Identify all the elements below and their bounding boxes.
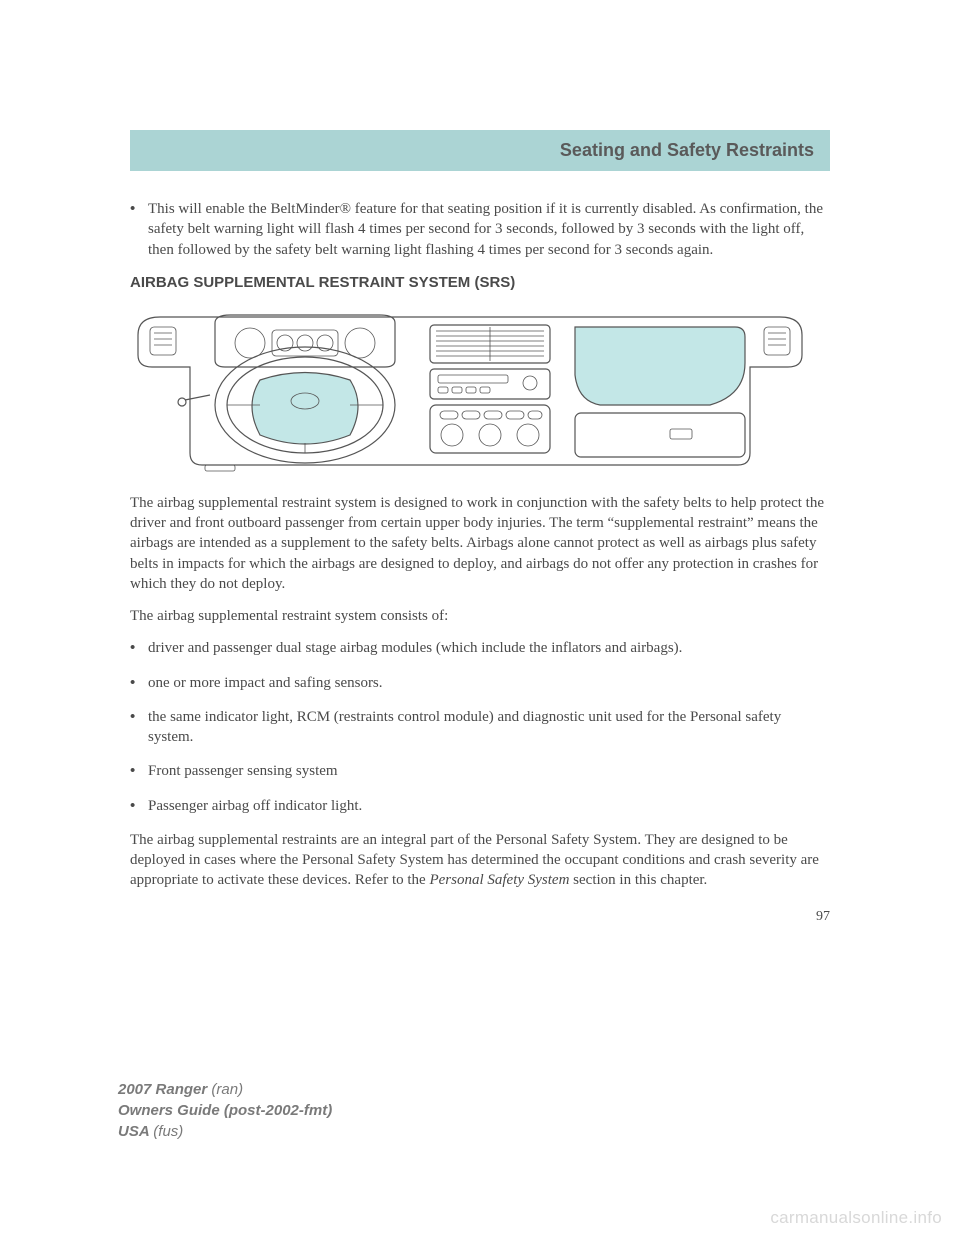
bullet-marker: • — [130, 199, 148, 260]
section-header-bar: Seating and Safety Restraints — [130, 130, 830, 171]
paragraph-consists-of: The airbag supplemental restraint system… — [130, 606, 830, 626]
paragraph-personal-safety: The airbag supplemental restraints are a… — [130, 830, 830, 891]
intro-bullet: • This will enable the BeltMinder® featu… — [130, 199, 830, 260]
para3-post: section in this chapter. — [569, 872, 707, 888]
bullet-text: one or more impact and safing sensors. — [148, 673, 830, 693]
list-item: • Passenger airbag off indicator light. — [130, 796, 830, 816]
dashboard-svg — [130, 305, 810, 475]
bullet-marker: • — [130, 707, 148, 748]
footer-line-3: USA (fus) — [118, 1121, 332, 1142]
list-item: • the same indicator light, RCM (restrai… — [130, 707, 830, 748]
driver-airbag-highlight — [252, 372, 358, 444]
para3-italic: Personal Safety System — [429, 872, 569, 888]
bullet-marker: • — [130, 673, 148, 693]
bullet-text: Front passenger sensing system — [148, 761, 830, 781]
bullet-text: Passenger airbag off indicator light. — [148, 796, 830, 816]
list-item: • driver and passenger dual stage airbag… — [130, 638, 830, 658]
list-item: • Front passenger sensing system — [130, 761, 830, 781]
bullet-marker: • — [130, 761, 148, 781]
paragraph-srs-description: The airbag supplemental restraint system… — [130, 493, 830, 594]
passenger-airbag-highlight — [575, 327, 745, 405]
bullet-text: the same indicator light, RCM (restraint… — [148, 707, 830, 748]
page-number: 97 — [130, 909, 830, 925]
footer-code3: (fus) — [153, 1123, 183, 1140]
footer-block: 2007 Ranger (ran) Owners Guide (post-200… — [118, 1079, 332, 1142]
footer-line-2: Owners Guide (post-2002-fmt) — [118, 1100, 332, 1121]
section-header-title: Seating and Safety Restraints — [560, 140, 814, 160]
footer-model: 2007 Ranger — [118, 1081, 211, 1098]
list-item: • one or more impact and safing sensors. — [130, 673, 830, 693]
watermark-text: carmanualsonline.info — [770, 1208, 942, 1228]
dashboard-diagram — [130, 305, 810, 475]
bullet-text: driver and passenger dual stage airbag m… — [148, 638, 830, 658]
bullet-marker: • — [130, 796, 148, 816]
page-content: Seating and Safety Restraints • This wil… — [130, 130, 830, 925]
bullet-marker: • — [130, 638, 148, 658]
intro-bullet-text: This will enable the BeltMinder® feature… — [148, 199, 830, 260]
srs-heading: AIRBAG SUPPLEMENTAL RESTRAINT SYSTEM (SR… — [130, 274, 830, 291]
footer-region: USA — [118, 1123, 153, 1140]
footer-code1: (ran) — [211, 1081, 243, 1098]
footer-line-1: 2007 Ranger (ran) — [118, 1079, 332, 1100]
